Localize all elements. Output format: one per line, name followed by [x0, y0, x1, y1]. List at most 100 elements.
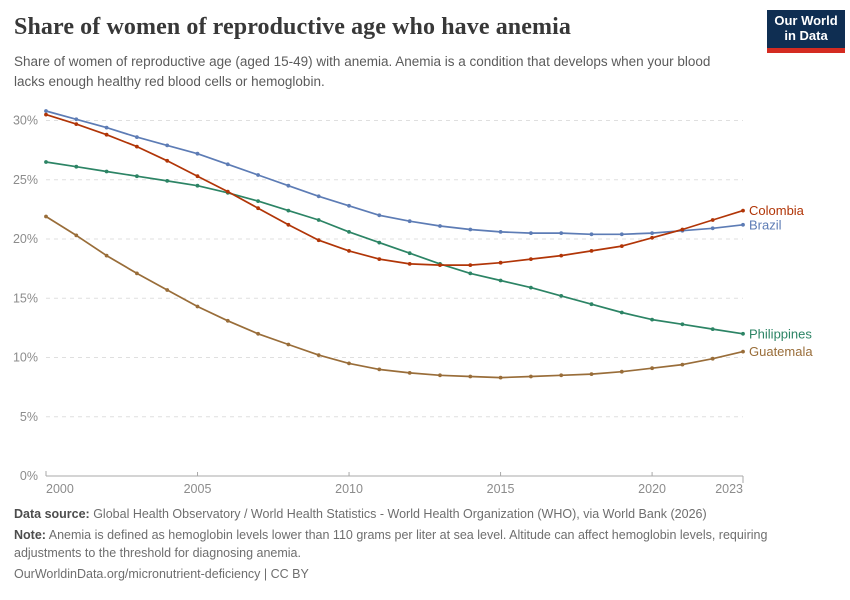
data-point-philippines-2008 [286, 208, 291, 213]
data-point-brazil-2006 [225, 162, 230, 167]
y-tick-label-10: 10% [13, 351, 38, 365]
data-point-philippines-2018 [589, 302, 594, 307]
data-point-brazil-2003 [135, 135, 139, 140]
data-point-colombia-2018 [589, 249, 594, 253]
data-point-philippines-2007 [256, 199, 260, 204]
data-point-philippines-2003 [135, 174, 139, 179]
data-point-colombia-2007 [256, 206, 260, 211]
data-point-colombia-2004 [165, 158, 170, 163]
chart-subtitle: Share of women of reproductive age (aged… [14, 54, 711, 89]
data-point-guatemala-2006 [225, 318, 230, 323]
data-point-guatemala-2007 [256, 331, 260, 336]
data-point-philippines-2016 [529, 285, 533, 290]
y-tick-label-30: 30% [13, 114, 38, 128]
data-point-guatemala-2001 [74, 233, 79, 238]
citation-url-line[interactable]: OurWorldinData.org/micronutrient-deficie… [14, 566, 309, 581]
data-point-philippines-2022 [710, 327, 715, 331]
data-point-colombia-2002 [104, 132, 109, 137]
data-point-brazil-2002 [104, 125, 109, 130]
data-point-brazil-2010 [347, 203, 351, 208]
data-point-philippines-2017 [559, 294, 564, 298]
page-title: Share of women of reproductive age who h… [14, 14, 571, 40]
data-point-colombia-2008 [286, 222, 291, 227]
data-point-brazil-2000 [44, 109, 48, 113]
data-point-brazil-2016 [529, 231, 533, 236]
x-tick-label-2023: 2023 [715, 482, 743, 496]
data-point-colombia-2020 [650, 235, 654, 240]
data-source-label: Data source: [14, 507, 90, 521]
data-point-brazil-2020 [650, 231, 654, 236]
chart-footer: Data source: Global Health Observatory /… [14, 506, 820, 587]
owid-logo-accent-strip [767, 48, 845, 53]
data-point-brazil-2019 [619, 232, 624, 237]
data-point-philippines-2014 [468, 271, 473, 276]
data-source-line: Data source: Global Health Observatory /… [14, 506, 820, 523]
data-point-guatemala-2019 [619, 369, 624, 374]
data-point-brazil-2015 [498, 230, 503, 234]
data-point-brazil-2023 [741, 222, 745, 227]
data-point-guatemala-2010 [347, 361, 351, 366]
data-point-colombia-2009 [316, 238, 321, 243]
data-point-brazil-2022 [710, 226, 715, 231]
data-point-guatemala-2011 [377, 367, 382, 372]
data-point-brazil-2012 [407, 219, 412, 224]
x-tick-label-2000: 2000 [46, 482, 74, 496]
data-point-colombia-2000 [44, 112, 48, 117]
data-point-philippines-2001 [74, 164, 79, 169]
data-point-colombia-2003 [135, 144, 139, 149]
x-tick-label-2015: 2015 [487, 482, 515, 496]
owid-logo[interactable]: Our World in Data [767, 10, 845, 53]
data-point-colombia-2019 [619, 244, 624, 249]
data-point-guatemala-2020 [650, 366, 654, 371]
data-point-colombia-2005 [195, 174, 200, 179]
data-point-colombia-2011 [377, 257, 382, 261]
data-point-guatemala-2018 [589, 372, 594, 376]
data-point-brazil-2018 [589, 232, 594, 237]
data-point-colombia-2021 [680, 227, 685, 232]
data-point-guatemala-2023 [741, 349, 745, 354]
data-point-guatemala-2015 [498, 375, 503, 380]
x-tick-label-2010: 2010 [335, 482, 363, 496]
series-label-brazil: Brazil [749, 217, 782, 232]
data-point-brazil-2008 [286, 183, 291, 188]
note-line: Note: Anemia is defined as hemoglobin le… [14, 527, 820, 562]
data-point-guatemala-2022 [710, 356, 715, 361]
y-tick-label-5: 5% [20, 410, 38, 424]
series-line-guatemala [45, 215, 744, 379]
y-tick-label-20: 20% [13, 232, 38, 246]
data-point-philippines-2009 [316, 218, 321, 222]
note-label: Note: [14, 528, 46, 543]
data-point-philippines-2004 [165, 179, 170, 183]
data-point-guatemala-2008 [286, 342, 291, 347]
data-point-brazil-2004 [165, 143, 170, 148]
series-label-philippines: Philippines [749, 326, 812, 341]
data-point-brazil-2009 [316, 194, 321, 199]
y-tick-label-25: 25% [13, 173, 38, 187]
data-point-guatemala-2012 [407, 371, 412, 375]
x-tick-label-2020: 2020 [638, 482, 666, 496]
y-tick-label-0: 0% [20, 469, 38, 483]
note-text: Anemia is defined as hemoglobin levels l… [14, 528, 768, 560]
data-point-brazil-2005 [195, 151, 200, 156]
data-point-philippines-2010 [347, 230, 351, 234]
data-point-colombia-2001 [74, 122, 79, 126]
data-point-guatemala-2021 [680, 362, 685, 367]
data-point-brazil-2011 [377, 213, 382, 218]
data-point-philippines-2015 [498, 278, 503, 283]
data-point-philippines-2019 [619, 310, 624, 315]
series-line-brazil [45, 110, 744, 236]
series-line-colombia [45, 113, 744, 266]
data-point-philippines-2005 [195, 183, 200, 188]
data-point-philippines-2021 [680, 322, 685, 327]
data-point-guatemala-2013 [438, 373, 442, 378]
data-point-brazil-2007 [256, 173, 260, 177]
data-point-philippines-2002 [104, 169, 109, 174]
data-point-guatemala-2000 [44, 214, 48, 219]
x-tick-label-2005: 2005 [184, 482, 212, 496]
data-source-text: Global Health Observatory / World Health… [89, 507, 707, 521]
owid-logo-line1: Our World [774, 13, 838, 29]
data-point-philippines-2000 [44, 160, 48, 164]
data-point-guatemala-2016 [529, 374, 533, 379]
data-point-colombia-2022 [710, 218, 715, 222]
